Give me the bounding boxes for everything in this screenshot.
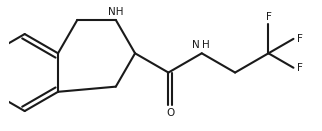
Text: N: N: [192, 40, 200, 50]
Text: H: H: [202, 40, 210, 50]
Text: NH: NH: [108, 7, 124, 17]
Text: O: O: [166, 108, 175, 118]
Text: F: F: [297, 34, 302, 44]
Text: F: F: [297, 63, 302, 73]
Text: F: F: [266, 12, 271, 23]
